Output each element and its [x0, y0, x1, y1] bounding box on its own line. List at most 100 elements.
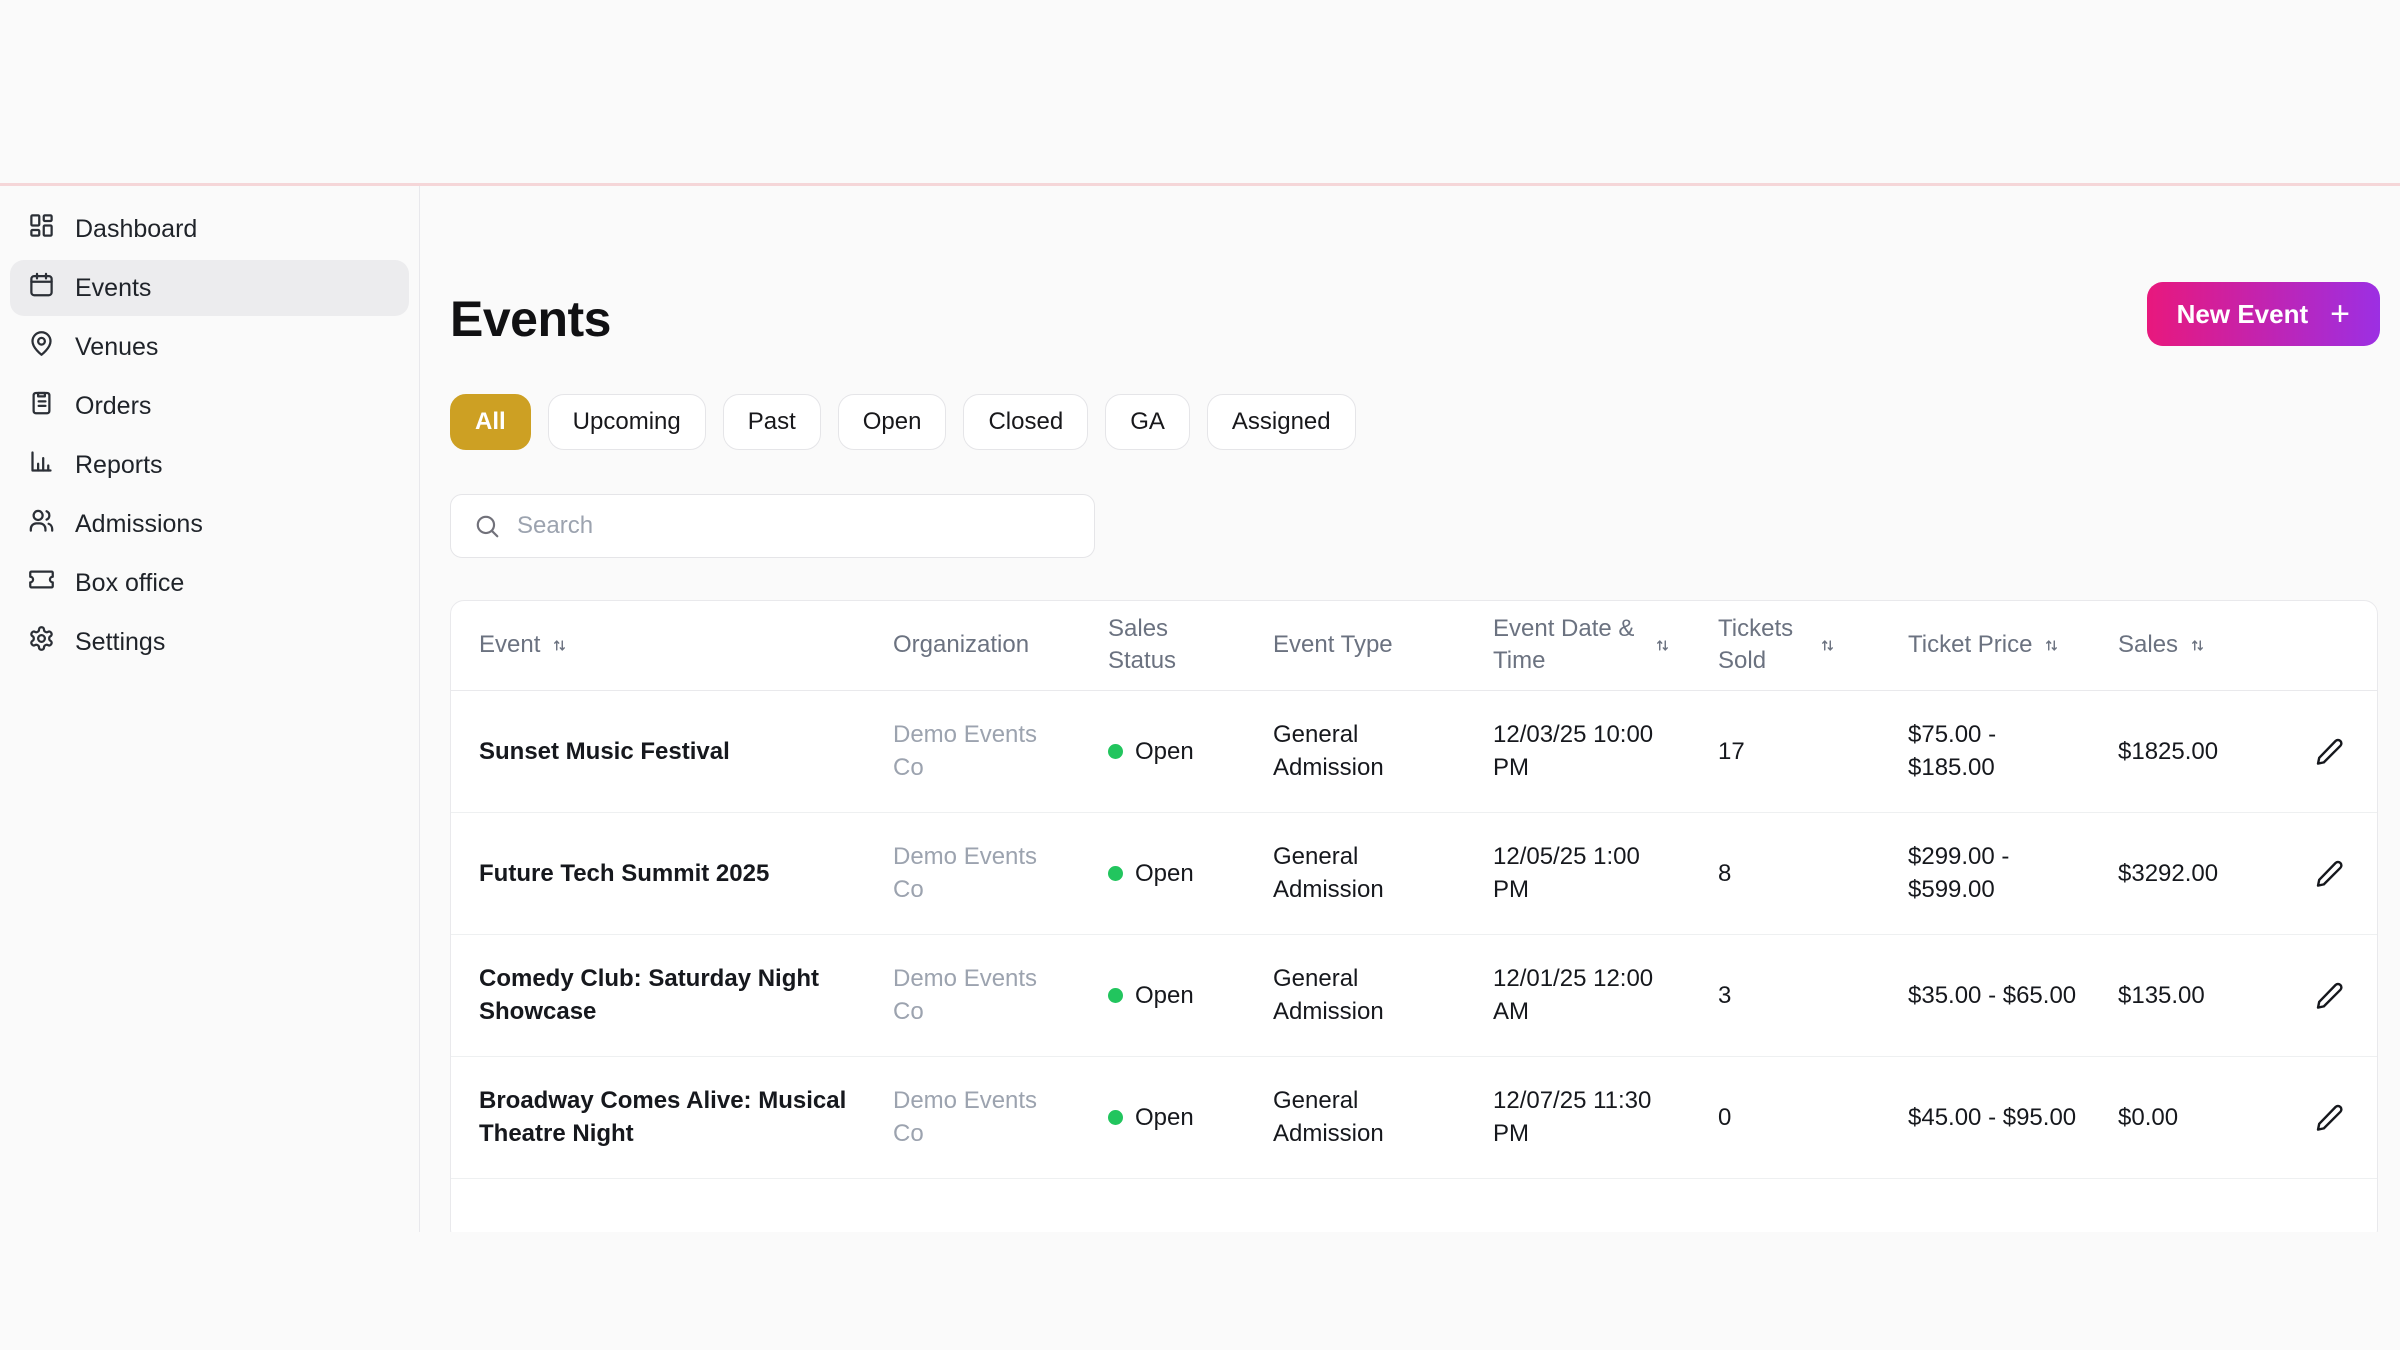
event-name: Broadway Comes Alive: Musical Theatre Ni… [479, 1087, 847, 1148]
plus-icon: + [2330, 295, 2350, 333]
filter-chip-upcoming[interactable]: Upcoming [547, 394, 706, 450]
column-header-actions [2291, 601, 2377, 690]
filter-chip-row: All Upcoming Past Open Closed GA Assigne… [450, 394, 2400, 450]
organization: Demo Events Co [893, 1087, 1038, 1148]
sidebar-item-label: Orders [75, 391, 152, 420]
event-name: Sunset Music Festival [479, 737, 730, 765]
sales-amount: $1825.00 [2118, 737, 2219, 765]
filter-chip-closed[interactable]: Closed [963, 394, 1089, 450]
pencil-icon [2315, 1103, 2344, 1132]
users-icon [28, 507, 55, 541]
sales-amount: $3292.00 [2118, 859, 2219, 887]
ticket-price: $45.00 - $95.00 [1908, 1103, 2077, 1131]
sales-amount: $135.00 [2118, 981, 2205, 1009]
event-type: General Admission [1273, 965, 1384, 1026]
edit-event-button[interactable] [2309, 853, 2350, 894]
table-empty-sliver [451, 1179, 2377, 1232]
status-badge: Open [1108, 735, 1194, 768]
event-type: General Admission [1273, 843, 1384, 904]
sidebar-item-box-office[interactable]: Box office [10, 555, 409, 611]
sidebar-item-orders[interactable]: Orders [10, 378, 409, 434]
event-datetime: 12/07/25 11:30 PM [1493, 1087, 1652, 1148]
page-title: Events [450, 291, 611, 347]
sort-icon [2042, 636, 2061, 655]
column-header-ticket-price[interactable]: Ticket Price [1896, 601, 2106, 690]
pencil-icon [2315, 859, 2344, 888]
open-status-dot-icon [1108, 987, 1123, 1003]
column-header-event[interactable]: Event [451, 601, 881, 690]
sidebar: Dashboard Events Venues Orders Reports A… [0, 186, 420, 1232]
status-badge: Open [1108, 1101, 1194, 1134]
new-event-label: New Event [2176, 298, 2309, 329]
sort-icon [2188, 636, 2207, 655]
event-datetime: 12/03/25 10:00 PM [1493, 721, 1654, 782]
tickets-sold: 3 [1718, 981, 1732, 1009]
dashboard-grid-icon [28, 212, 55, 246]
tickets-sold: 0 [1718, 1103, 1732, 1131]
filter-chip-ga[interactable]: GA [1105, 394, 1190, 450]
sales-amount: $0.00 [2118, 1103, 2179, 1131]
filter-chip-assigned[interactable]: Assigned [1206, 394, 1356, 450]
edit-event-button[interactable] [2309, 1097, 2350, 1138]
filter-chip-all[interactable]: All [450, 394, 531, 450]
sidebar-item-reports[interactable]: Reports [10, 437, 409, 493]
event-type: General Admission [1273, 721, 1384, 782]
event-datetime: 12/05/25 1:00 PM [1493, 843, 1640, 904]
sort-icon [1653, 636, 1672, 655]
column-header-sales-status: Sales Status [1108, 615, 1177, 675]
event-name: Future Tech Summit 2025 [479, 859, 770, 887]
organization: Demo Events Co [893, 843, 1038, 904]
ticket-icon [28, 566, 55, 600]
open-status-dot-icon [1108, 1109, 1123, 1125]
calendar-icon [28, 271, 55, 305]
event-type: General Admission [1273, 1087, 1384, 1148]
sidebar-item-settings[interactable]: Settings [10, 614, 409, 670]
main-content: Events New Event + All Upcoming Past Ope… [420, 186, 2400, 1232]
tickets-sold: 17 [1718, 737, 1745, 765]
event-name: Comedy Club: Saturday Night Showcase [479, 965, 820, 1026]
table-row[interactable]: Future Tech Summit 2025 Demo Events Co O… [451, 813, 2377, 935]
column-header-event-datetime[interactable]: Event Date & Time [1481, 601, 1706, 690]
status-badge: Open [1108, 857, 1194, 890]
table-header-row: Event Organization Sales Status Event Ty… [451, 601, 2377, 691]
new-event-button[interactable]: New Event + [2146, 282, 2380, 346]
sidebar-item-venues[interactable]: Venues [10, 319, 409, 375]
table-row[interactable]: Sunset Music Festival Demo Events Co Ope… [451, 691, 2377, 813]
column-header-sales[interactable]: Sales [2106, 601, 2291, 690]
sidebar-item-label: Events [75, 273, 152, 302]
edit-event-button[interactable] [2309, 731, 2350, 772]
column-header-tickets-sold[interactable]: Tickets Sold [1706, 601, 1896, 690]
table-row[interactable]: Broadway Comes Alive: Musical Theatre Ni… [451, 1057, 2377, 1179]
clipboard-icon [28, 389, 55, 423]
organization: Demo Events Co [893, 721, 1038, 782]
search-container [450, 494, 1095, 558]
gear-icon [28, 625, 55, 659]
sort-icon [550, 636, 569, 655]
column-header-organization: Organization [893, 631, 1030, 659]
sidebar-item-admissions[interactable]: Admissions [10, 496, 409, 552]
pencil-icon [2315, 737, 2344, 766]
open-status-dot-icon [1108, 743, 1123, 759]
ticket-price: $35.00 - $65.00 [1908, 981, 2077, 1009]
sidebar-item-label: Reports [75, 450, 163, 479]
events-table: Event Organization Sales Status Event Ty… [450, 600, 2378, 1232]
sidebar-item-label: Box office [75, 568, 185, 597]
sidebar-item-events[interactable]: Events [10, 260, 409, 316]
app-shell: Dashboard Events Venues Orders Reports A… [0, 186, 2400, 1232]
filter-chip-past[interactable]: Past [722, 394, 821, 450]
sidebar-item-label: Dashboard [75, 214, 198, 243]
sidebar-item-dashboard[interactable]: Dashboard [10, 201, 409, 257]
tickets-sold: 8 [1718, 859, 1732, 887]
filter-chip-open[interactable]: Open [837, 394, 947, 450]
status-badge: Open [1108, 979, 1194, 1012]
top-blank-strip [0, 0, 2400, 183]
column-header-event-type: Event Type [1273, 631, 1393, 659]
map-pin-icon [28, 330, 55, 364]
ticket-price: $75.00 - $185.00 [1908, 721, 1997, 782]
table-row[interactable]: Comedy Club: Saturday Night Showcase Dem… [451, 935, 2377, 1057]
edit-event-button[interactable] [2309, 975, 2350, 1016]
event-datetime: 12/01/25 12:00 AM [1493, 965, 1654, 1026]
search-input[interactable] [450, 494, 1095, 558]
open-status-dot-icon [1108, 865, 1123, 881]
top-pink-divider [0, 183, 2400, 186]
